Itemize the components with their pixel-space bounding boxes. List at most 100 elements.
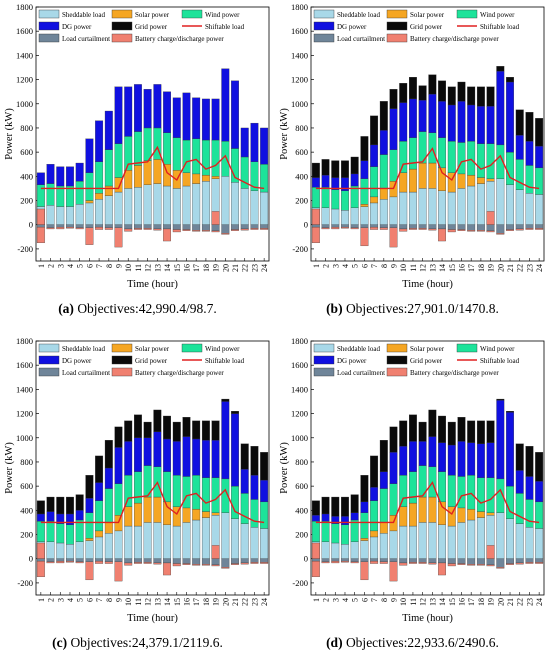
bar-solar bbox=[85, 538, 94, 541]
legend-swatch-battery bbox=[386, 33, 408, 43]
bar-sheddable bbox=[182, 185, 191, 225]
x-tick-label: 24 bbox=[535, 264, 544, 272]
bar-dg bbox=[124, 86, 133, 137]
bar-dg bbox=[172, 97, 181, 138]
bar-dg bbox=[192, 97, 201, 139]
bar-curtail bbox=[124, 558, 133, 564]
bar-curtail bbox=[447, 558, 456, 564]
bar-curtail bbox=[114, 224, 123, 228]
legend-label-wind: Wind power bbox=[205, 11, 240, 19]
bar-curtail bbox=[447, 224, 456, 230]
bar-dg bbox=[153, 431, 162, 467]
bar-curtail bbox=[506, 224, 514, 230]
bar-solar bbox=[409, 502, 417, 527]
bar-curtail bbox=[321, 558, 330, 562]
y-tick-label: 1800 bbox=[16, 336, 33, 346]
bar-grid bbox=[496, 398, 505, 401]
bar-dg bbox=[525, 476, 534, 500]
bar-sheddable bbox=[124, 525, 133, 559]
y-tick-label: 400 bbox=[295, 505, 308, 515]
y-axis-label: Power (kW) bbox=[4, 108, 15, 160]
bar-battery bbox=[260, 562, 269, 564]
bar-battery bbox=[240, 228, 249, 231]
bar-curtail bbox=[143, 558, 152, 563]
x-tick-label: 4 bbox=[341, 264, 350, 268]
x-tick-label: 4 bbox=[341, 598, 350, 602]
bar-solar bbox=[370, 196, 379, 204]
bar-wind bbox=[46, 521, 55, 542]
bar-sheddable bbox=[525, 527, 534, 559]
bar-solar bbox=[201, 174, 210, 182]
bar-wind bbox=[211, 139, 220, 177]
bar-sheddable bbox=[379, 199, 388, 225]
bar-battery bbox=[389, 227, 398, 248]
bar-dg bbox=[250, 122, 259, 162]
bar-sheddable bbox=[506, 184, 514, 225]
bar-sheddable bbox=[221, 512, 230, 559]
bar-dg bbox=[85, 498, 94, 513]
bar-dg bbox=[201, 98, 210, 141]
bar-battery bbox=[46, 561, 55, 564]
bar-solar bbox=[211, 512, 220, 516]
bar-grid bbox=[153, 409, 162, 432]
x-tick-label: 24 bbox=[535, 598, 544, 606]
bar-curtail bbox=[389, 558, 398, 562]
x-tick-label: 23 bbox=[250, 264, 259, 272]
chart-panel-c: -200 0 200 400 600 800 1000 1200 1400 1600 1800 1 2 3… bbox=[0, 334, 275, 667]
bar-wind bbox=[535, 501, 544, 529]
x-tick-label: 9 bbox=[390, 264, 399, 268]
bar-sheddable bbox=[438, 524, 446, 559]
caption-text-a: Objectives:42,990.4/98.7. bbox=[73, 301, 217, 316]
bar-battery bbox=[66, 560, 74, 563]
bar-battery bbox=[311, 560, 320, 578]
shiftable-load-line bbox=[315, 481, 540, 524]
bar-sheddable bbox=[134, 187, 142, 225]
legend-swatch-solar bbox=[386, 9, 408, 19]
bar-dg bbox=[486, 106, 495, 144]
bar-battery bbox=[104, 227, 113, 230]
bar-sheddable bbox=[447, 191, 456, 225]
bar-grid bbox=[260, 452, 269, 481]
bar-dg bbox=[409, 441, 417, 472]
bar-battery bbox=[476, 564, 485, 566]
bar-dg bbox=[341, 516, 349, 525]
bar-battery bbox=[85, 561, 94, 581]
y-tick-label: 1400 bbox=[291, 384, 308, 394]
x-tick-label: 21 bbox=[506, 598, 515, 606]
bar-battery bbox=[525, 228, 534, 230]
bar-wind bbox=[438, 471, 446, 503]
bar-solar bbox=[399, 506, 408, 527]
bar-wind bbox=[114, 143, 123, 178]
bar-sheddable bbox=[104, 533, 113, 559]
bar-grid bbox=[389, 89, 398, 109]
y-tick-label: 1800 bbox=[16, 2, 33, 12]
y-tick-label: 1200 bbox=[291, 409, 308, 419]
plot-area bbox=[35, 340, 270, 596]
bar-sheddable bbox=[201, 181, 210, 225]
x-tick-label: 16 bbox=[182, 598, 191, 606]
bar-battery bbox=[506, 229, 514, 231]
bar-dg bbox=[321, 174, 330, 188]
bar-sheddable bbox=[163, 524, 171, 559]
bar-battery bbox=[104, 561, 113, 564]
bar-battery-positive bbox=[311, 208, 320, 225]
bar-dg bbox=[399, 446, 408, 476]
legend-swatch-wind bbox=[456, 343, 478, 353]
y-tick-label: 200 bbox=[295, 530, 308, 540]
bar-dg bbox=[143, 437, 152, 466]
legend-label-sheddable: Sheddable load bbox=[62, 11, 105, 19]
bar-sheddable bbox=[250, 527, 259, 559]
bar-solar bbox=[428, 162, 437, 189]
x-tick-label: 14 bbox=[163, 598, 172, 606]
y-tick-label: 600 bbox=[295, 481, 308, 491]
legend-label-battery: Battery charge/discharge power bbox=[410, 369, 499, 377]
bar-battery bbox=[221, 233, 230, 235]
bar-sheddable bbox=[46, 541, 55, 559]
bar-grid bbox=[331, 160, 340, 178]
y-tick-label: 400 bbox=[20, 505, 33, 515]
bar-curtail bbox=[75, 558, 84, 562]
bar-solar bbox=[153, 159, 162, 184]
bar-grid bbox=[409, 414, 417, 442]
